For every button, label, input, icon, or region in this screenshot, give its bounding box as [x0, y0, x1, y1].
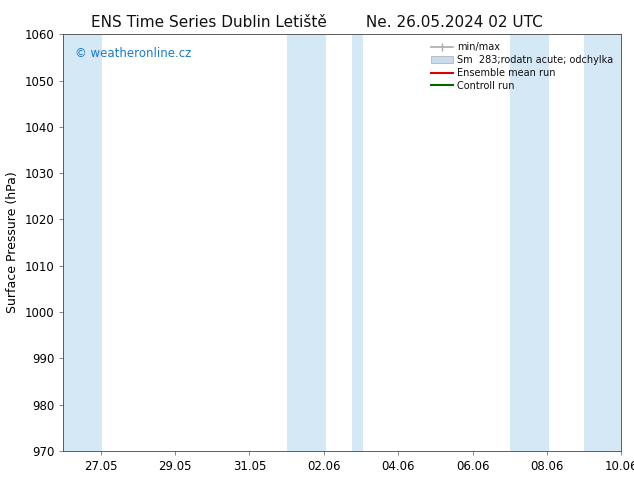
Text: © weatheronline.cz: © weatheronline.cz	[75, 47, 191, 60]
Y-axis label: Surface Pressure (hPa): Surface Pressure (hPa)	[6, 172, 19, 314]
Bar	[584, 34, 621, 451]
Bar	[287, 34, 326, 451]
Legend: min/max, Sm  283;rodatn acute; odchylka, Ensemble mean run, Controll run: min/max, Sm 283;rodatn acute; odchylka, …	[428, 39, 616, 94]
Bar	[63, 34, 103, 451]
Bar	[510, 34, 549, 451]
Text: ENS Time Series Dublin Letiště        Ne. 26.05.2024 02 UTC: ENS Time Series Dublin Letiště Ne. 26.05…	[91, 15, 543, 30]
Bar	[352, 34, 363, 451]
